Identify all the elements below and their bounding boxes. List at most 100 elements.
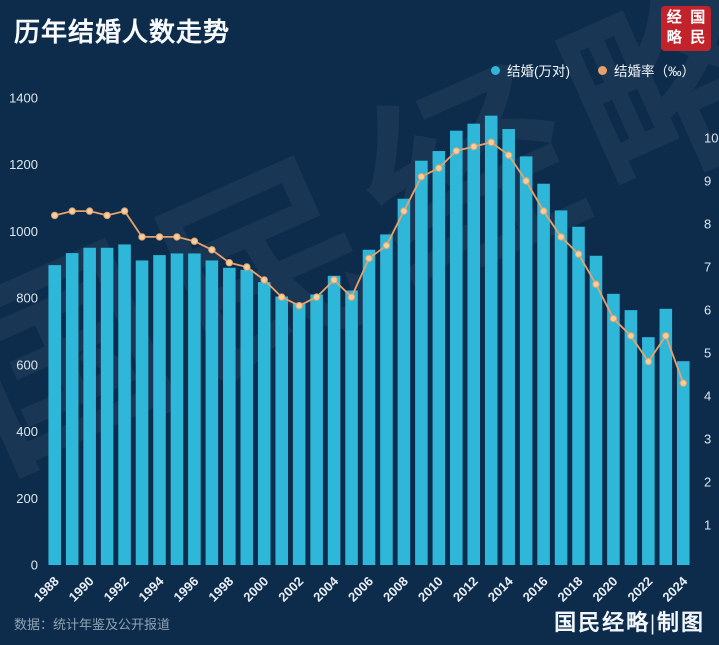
svg-text:1400: 1400 (9, 91, 38, 106)
rate-point (574, 250, 583, 258)
credit-line: 国民经略|制图 (554, 610, 705, 635)
bar (450, 130, 463, 565)
rate-point (173, 233, 181, 241)
svg-text:2004: 2004 (310, 573, 342, 605)
bar (65, 253, 79, 566)
legend-dot-marriages-icon (491, 65, 500, 75)
rate-point (400, 207, 408, 215)
svg-text:2018: 2018 (555, 574, 586, 605)
svg-text:2002: 2002 (275, 574, 306, 605)
bar (100, 247, 114, 565)
bar (537, 183, 550, 566)
bar (292, 302, 306, 565)
bar (135, 260, 149, 565)
rate-point (138, 233, 146, 241)
rate-point (522, 177, 530, 185)
rate-point (662, 332, 670, 340)
bar (327, 275, 341, 565)
svg-text:2014: 2014 (485, 573, 517, 605)
rate-point (85, 207, 94, 215)
bar (554, 210, 568, 565)
bar (205, 260, 219, 565)
rate-point (470, 142, 478, 151)
bar (345, 290, 358, 565)
legend-item-marriage-rate: 结婚率（‰） (598, 60, 695, 80)
bar (380, 234, 393, 565)
rate-point (557, 233, 565, 241)
svg-text:1000: 1000 (9, 224, 38, 239)
svg-text:400: 400 (16, 424, 38, 439)
rate-point (51, 211, 59, 220)
rate-point (330, 276, 338, 284)
svg-text:10: 10 (704, 131, 718, 146)
bar (83, 247, 96, 565)
rate-point (103, 211, 111, 220)
svg-text:2022: 2022 (624, 574, 655, 605)
bar (188, 253, 201, 565)
bar (118, 244, 131, 565)
rate-point (644, 357, 653, 366)
rate-point (312, 293, 321, 301)
rate-point (539, 207, 548, 215)
bar (257, 282, 271, 565)
seal-char: 经 (666, 10, 682, 26)
rate-point (278, 293, 286, 301)
page-title: 历年结婚人数走势 (14, 17, 231, 47)
svg-text:1990: 1990 (66, 574, 97, 605)
svg-text:1998: 1998 (205, 574, 236, 605)
svg-text:5: 5 (704, 346, 711, 361)
svg-text:1200: 1200 (9, 157, 38, 172)
svg-text:2016: 2016 (520, 574, 551, 605)
bars-marriages (48, 115, 690, 566)
bar (275, 296, 288, 565)
brand-seal: 经 国 略 民 (661, 6, 711, 51)
svg-text:4: 4 (704, 389, 711, 404)
svg-text:2010: 2010 (415, 574, 446, 605)
data-source: 数据：统计年鉴及公开报道 (14, 617, 171, 632)
legend-label-marriages: 结婚(万对) (507, 64, 570, 79)
rate-point (208, 246, 216, 254)
legend-item-marriages: 结婚(万对) (491, 60, 570, 80)
bar (48, 265, 62, 565)
svg-text:2006: 2006 (345, 574, 376, 605)
svg-text:2008: 2008 (380, 574, 411, 605)
svg-text:600: 600 (16, 357, 38, 372)
rate-point (382, 241, 391, 250)
rate-point (417, 173, 426, 181)
rate-point (365, 254, 373, 263)
svg-text:1: 1 (704, 518, 711, 533)
y-axis-right-labels: 1 2 3 4 5 6 7 8 9 10 (704, 131, 718, 533)
rate-point (347, 293, 356, 301)
svg-text:8: 8 (704, 217, 711, 232)
svg-text:2: 2 (704, 475, 711, 490)
svg-text:2024: 2024 (659, 573, 691, 605)
svg-text:0: 0 (31, 558, 38, 573)
rate-point (452, 147, 460, 155)
rate-point (505, 151, 513, 159)
rate-point (609, 314, 618, 323)
bar (153, 255, 166, 566)
bar (310, 294, 323, 565)
bar (624, 310, 638, 565)
seal-char: 民 (690, 30, 706, 46)
rate-point (679, 379, 687, 387)
rate-point (295, 302, 303, 310)
legend-dot-marriage-rate-icon (598, 65, 607, 75)
svg-text:6: 6 (704, 303, 711, 318)
svg-text:9: 9 (704, 174, 711, 189)
rate-point (68, 207, 76, 215)
rate-point (260, 276, 268, 284)
svg-text:7: 7 (704, 260, 711, 275)
bar (572, 226, 585, 565)
rate-point (225, 259, 234, 267)
svg-text:800: 800 (16, 291, 38, 306)
bar (362, 249, 376, 565)
bar (467, 123, 481, 565)
svg-text:1996: 1996 (170, 574, 201, 605)
bar (223, 267, 236, 565)
svg-text:1988: 1988 (31, 574, 62, 605)
bar (484, 115, 498, 566)
bar (240, 269, 254, 565)
